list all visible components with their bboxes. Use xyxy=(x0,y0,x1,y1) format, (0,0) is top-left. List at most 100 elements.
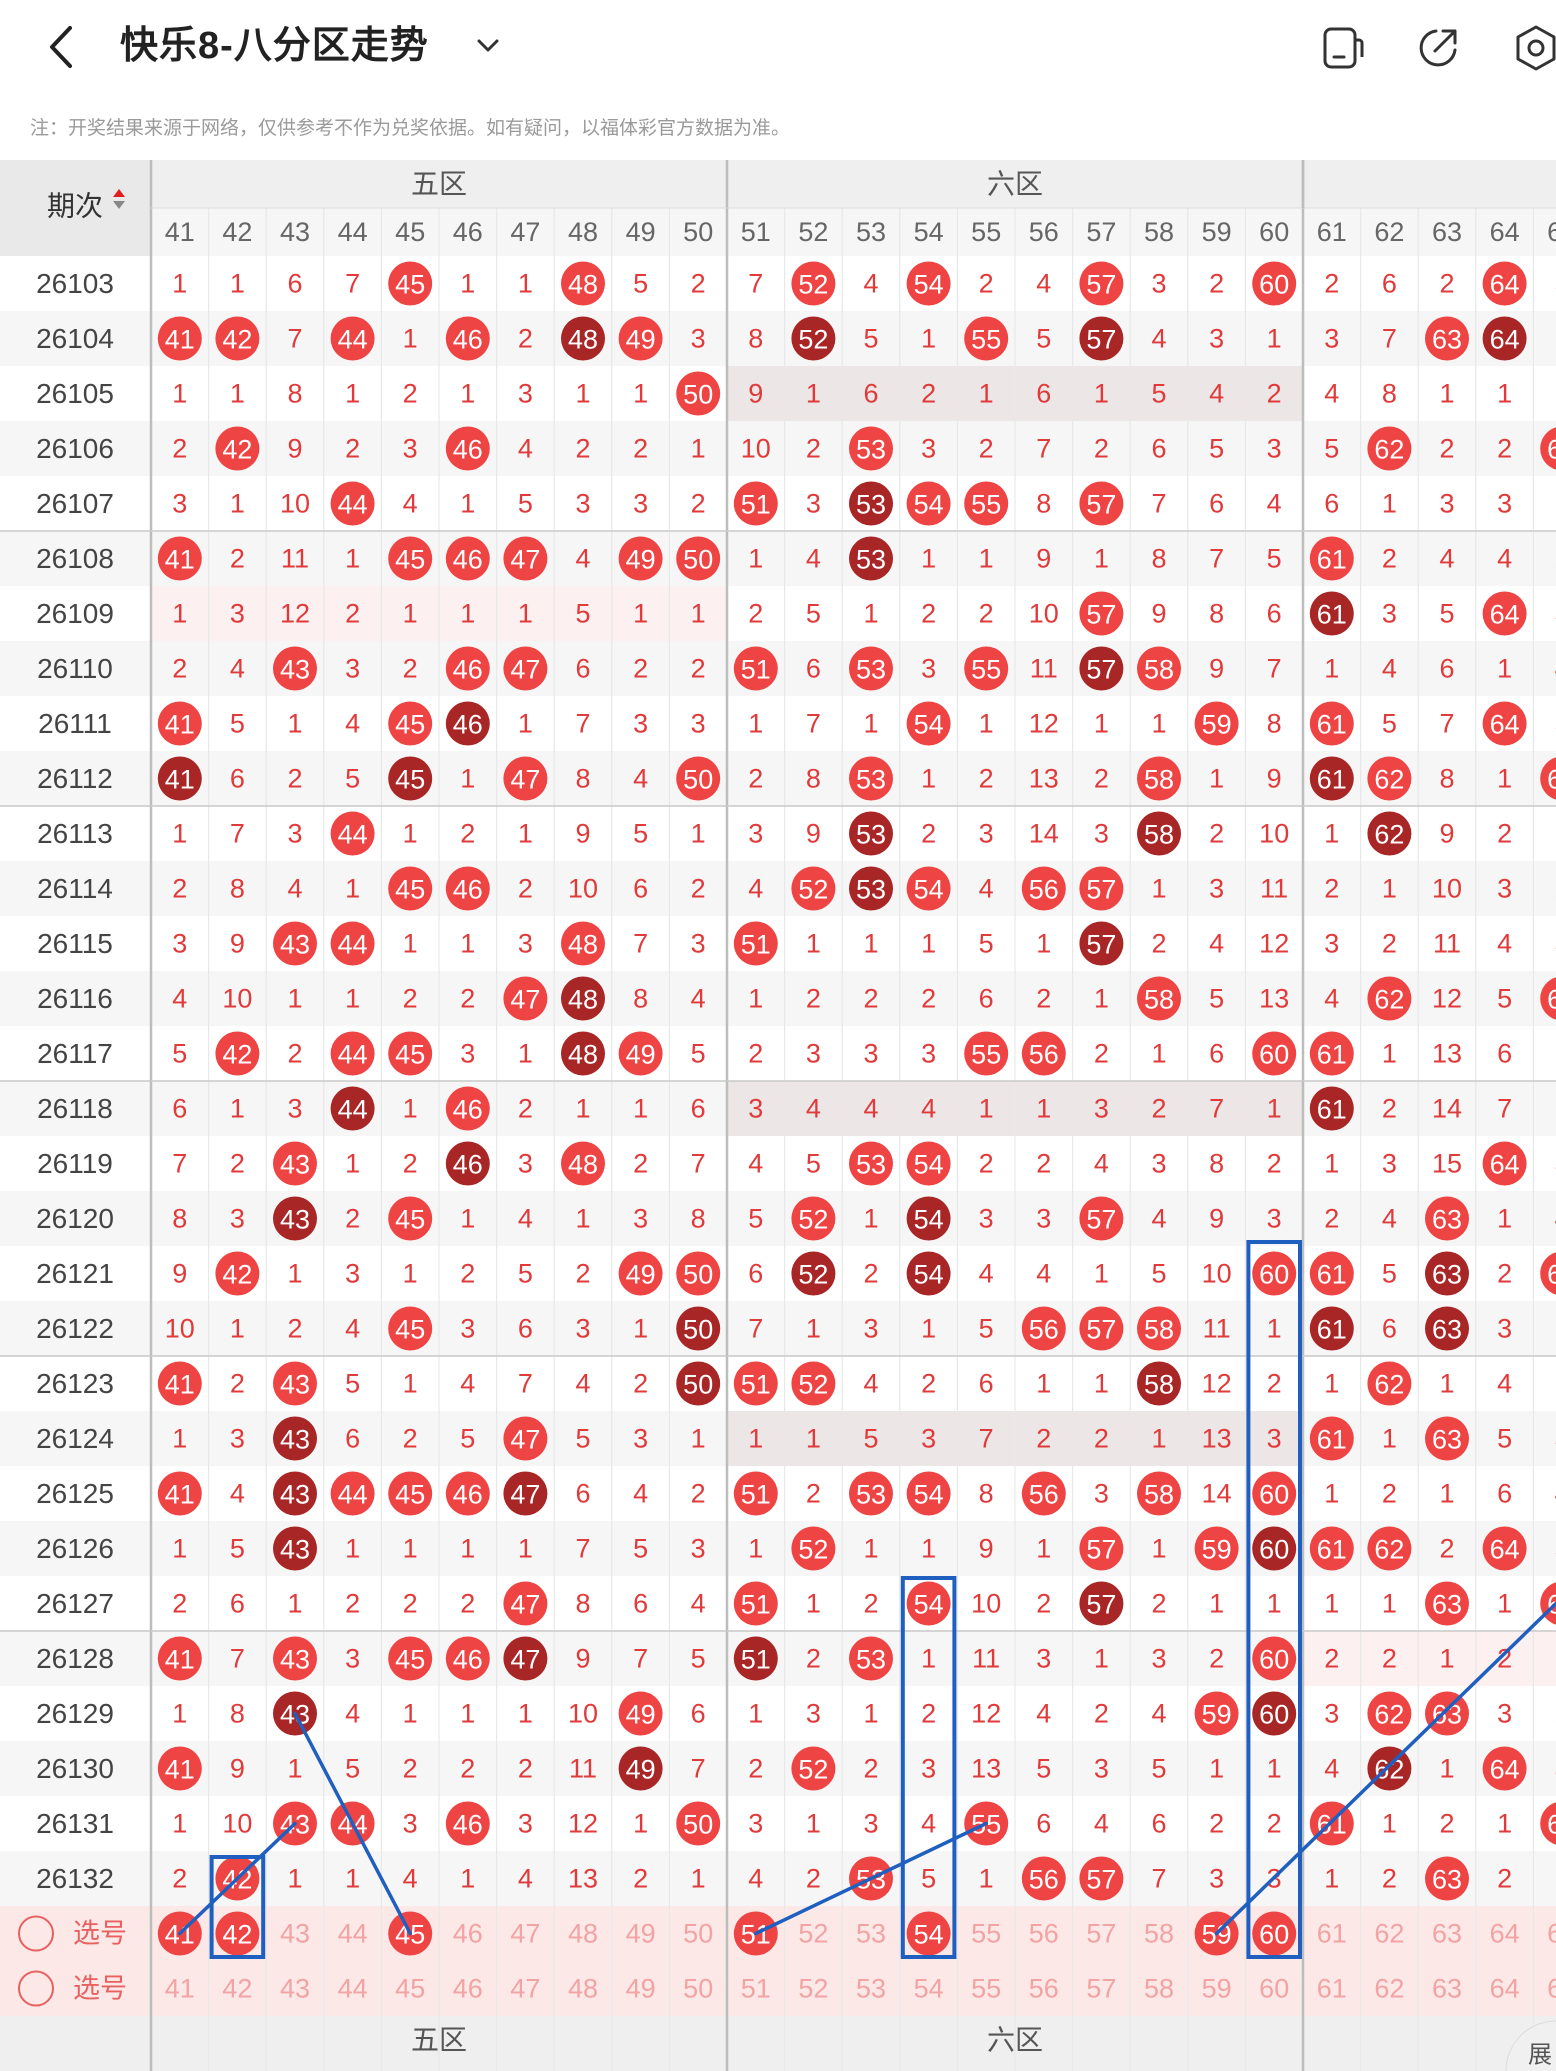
select-number[interactable]: 65 xyxy=(1547,1974,1556,2004)
select-label[interactable]: 选号 xyxy=(73,1974,127,2004)
share-icon[interactable] xyxy=(1412,22,1464,74)
hit-number: 45 xyxy=(395,875,425,905)
select-number[interactable]: 63 xyxy=(1432,1919,1462,1949)
select-number[interactable]: 45 xyxy=(395,1974,425,2004)
select-number[interactable]: 49 xyxy=(626,1974,656,2004)
select-number[interactable]: 57 xyxy=(1086,1974,1116,2004)
select-number[interactable]: 51 xyxy=(741,1974,771,2004)
selected-number[interactable]: 42 xyxy=(222,1920,252,1950)
select-number[interactable]: 44 xyxy=(338,1919,368,1949)
miss-count: 8 xyxy=(1382,379,1397,409)
hit-number: 61 xyxy=(1317,1040,1347,1070)
selected-ball[interactable] xyxy=(215,1911,260,1956)
period-header[interactable]: 期次 xyxy=(47,191,103,222)
hit-number: 61 xyxy=(1317,1260,1347,1290)
miss-count: 10 xyxy=(1029,599,1059,629)
miss-count: 3 xyxy=(863,1314,878,1344)
miss-count: 2 xyxy=(1555,1094,1556,1124)
select-number[interactable]: 64 xyxy=(1490,1974,1520,2004)
phone-icon[interactable] xyxy=(1316,22,1368,74)
select-number[interactable]: 58 xyxy=(1144,1974,1174,2004)
select-number[interactable]: 50 xyxy=(683,1974,713,2004)
miss-count: 2 xyxy=(345,434,360,464)
select-number[interactable]: 55 xyxy=(971,1974,1001,2004)
expand-button[interactable] xyxy=(1505,2020,1556,2071)
miss-count: 2 xyxy=(1151,1094,1166,1124)
select-number[interactable]: 41 xyxy=(165,1974,195,2004)
select-number[interactable]: 43 xyxy=(280,1974,310,2004)
expand-label[interactable]: 展 xyxy=(1528,2042,1552,2069)
hit-number: 45 xyxy=(395,1205,425,1235)
select-number[interactable]: 61 xyxy=(1317,1974,1347,2004)
select-radio[interactable] xyxy=(18,1970,54,2007)
select-number[interactable]: 48 xyxy=(568,1974,598,2004)
select-number[interactable]: 46 xyxy=(453,1919,483,1949)
select-number[interactable]: 46 xyxy=(453,1974,483,2004)
select-number[interactable]: 56 xyxy=(1029,1974,1059,2004)
select-number[interactable]: 52 xyxy=(798,1974,828,2004)
page-title[interactable]: 快乐8-八分区走势 xyxy=(120,25,429,67)
select-number[interactable]: 42 xyxy=(222,1974,252,2004)
miss-count: 10 xyxy=(741,434,771,464)
miss-count: 1 xyxy=(921,1644,936,1674)
select-radio[interactable] xyxy=(18,1915,54,1952)
sort-down-icon[interactable] xyxy=(113,201,125,209)
select-number[interactable]: 48 xyxy=(568,1919,598,1949)
settings-icon[interactable] xyxy=(1510,22,1556,74)
select-number[interactable]: 55 xyxy=(971,1919,1001,1949)
select-number[interactable]: 52 xyxy=(798,1919,828,1949)
miss-count: 13 xyxy=(1259,984,1289,1014)
miss-count: 1 xyxy=(460,599,475,629)
select-number[interactable]: 60 xyxy=(1259,1974,1289,2004)
miss-count: 2 xyxy=(575,1259,590,1289)
select-number[interactable]: 53 xyxy=(856,1919,886,1949)
chevron-left-icon[interactable] xyxy=(40,22,84,72)
select-number[interactable]: 44 xyxy=(338,1974,368,2004)
row-stripe xyxy=(0,476,1556,531)
selected-number[interactable]: 54 xyxy=(914,1920,944,1950)
select-number[interactable]: 64 xyxy=(1490,1919,1520,1949)
select-number[interactable]: 63 xyxy=(1432,1974,1462,2004)
miss-count: 3 xyxy=(172,929,187,959)
sort-up-icon[interactable] xyxy=(113,189,125,197)
hit-ball xyxy=(1482,591,1527,636)
hit-number: 47 xyxy=(510,655,540,685)
select-number[interactable]: 61 xyxy=(1317,1919,1347,1949)
hit-number: 65 xyxy=(1547,435,1556,465)
select-number[interactable]: 49 xyxy=(626,1919,656,1949)
select-number[interactable]: 62 xyxy=(1374,1919,1404,1949)
miss-count: 3 xyxy=(1151,1149,1166,1179)
selected-ball[interactable] xyxy=(1252,1911,1297,1956)
miss-count: 1 xyxy=(1094,379,1109,409)
select-number[interactable]: 57 xyxy=(1086,1919,1116,1949)
miss-count: 4 xyxy=(748,874,763,904)
miss-count: 4 xyxy=(518,1864,533,1894)
select-number[interactable]: 62 xyxy=(1374,1974,1404,2004)
selected-number[interactable]: 60 xyxy=(1259,1920,1289,1950)
miss-count: 2 xyxy=(1555,1369,1556,1399)
miss-count: 2 xyxy=(1267,1809,1282,1839)
miss-count: 1 xyxy=(1267,1094,1282,1124)
hit-number: 61 xyxy=(1317,1095,1347,1125)
select-label[interactable]: 选号 xyxy=(73,1919,127,1949)
select-number[interactable]: 65 xyxy=(1547,1919,1556,1949)
miss-count: 3 xyxy=(1555,1149,1556,1179)
miss-count: 1 xyxy=(979,379,994,409)
miss-count: 4 xyxy=(863,1094,878,1124)
select-number[interactable]: 47 xyxy=(510,1974,540,2004)
selected-ball[interactable] xyxy=(906,1911,951,1956)
select-number[interactable]: 53 xyxy=(856,1974,886,2004)
select-number[interactable]: 43 xyxy=(280,1919,310,1949)
select-number[interactable]: 58 xyxy=(1144,1919,1174,1949)
select-number[interactable]: 50 xyxy=(683,1919,713,1949)
hit-ball xyxy=(1137,1306,1181,1351)
select-number[interactable]: 47 xyxy=(510,1919,540,1949)
chevron-down-icon[interactable] xyxy=(472,30,504,62)
select-number[interactable]: 56 xyxy=(1029,1919,1059,1949)
miss-count: 5 xyxy=(345,1754,360,1784)
hit-ball xyxy=(157,1636,202,1681)
select-number[interactable]: 54 xyxy=(914,1974,944,2004)
select-number[interactable]: 59 xyxy=(1202,1974,1232,2004)
hit-number: 46 xyxy=(453,875,483,905)
miss-count: 3 xyxy=(1036,1204,1051,1234)
